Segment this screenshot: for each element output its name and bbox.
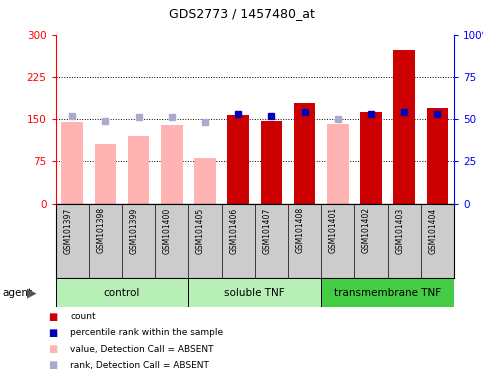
Bar [394, 50, 415, 204]
Bar [161, 125, 183, 204]
Text: GSM101406: GSM101406 [229, 207, 238, 253]
Text: ■: ■ [48, 328, 57, 338]
Bar [360, 112, 382, 204]
Text: rank, Detection Call = ABSENT: rank, Detection Call = ABSENT [70, 361, 209, 370]
Text: GSM101404: GSM101404 [428, 207, 438, 253]
Bar [194, 159, 216, 204]
Bar [294, 103, 315, 204]
Text: ▶: ▶ [27, 286, 36, 299]
Text: ■: ■ [48, 360, 57, 370]
Text: control: control [104, 288, 140, 298]
Bar [426, 108, 448, 204]
Bar [321, 278, 454, 307]
Bar [56, 278, 188, 307]
Bar [95, 144, 116, 204]
Text: soluble TNF: soluble TNF [225, 288, 285, 298]
Bar [61, 122, 83, 204]
Text: GSM101403: GSM101403 [395, 207, 404, 253]
Text: transmembrane TNF: transmembrane TNF [334, 288, 441, 298]
Text: GSM101402: GSM101402 [362, 207, 371, 253]
Text: GSM101407: GSM101407 [262, 207, 271, 253]
Text: GSM101400: GSM101400 [163, 207, 172, 253]
Text: ■: ■ [48, 312, 57, 322]
Text: GSM101405: GSM101405 [196, 207, 205, 253]
Bar [327, 124, 349, 204]
Text: GSM101399: GSM101399 [129, 207, 139, 253]
Bar [128, 136, 149, 204]
Text: GSM101401: GSM101401 [329, 207, 338, 253]
Bar [261, 121, 282, 204]
Text: ■: ■ [48, 344, 57, 354]
Text: value, Detection Call = ABSENT: value, Detection Call = ABSENT [70, 344, 213, 354]
Bar [188, 278, 321, 307]
Bar [227, 115, 249, 204]
Text: GSM101398: GSM101398 [96, 207, 105, 253]
Text: percentile rank within the sample: percentile rank within the sample [70, 328, 223, 338]
Text: count: count [70, 312, 96, 321]
Text: agent: agent [2, 288, 32, 298]
Text: GSM101408: GSM101408 [296, 207, 305, 253]
Text: GSM101397: GSM101397 [63, 207, 72, 253]
Text: GDS2773 / 1457480_at: GDS2773 / 1457480_at [169, 8, 314, 20]
